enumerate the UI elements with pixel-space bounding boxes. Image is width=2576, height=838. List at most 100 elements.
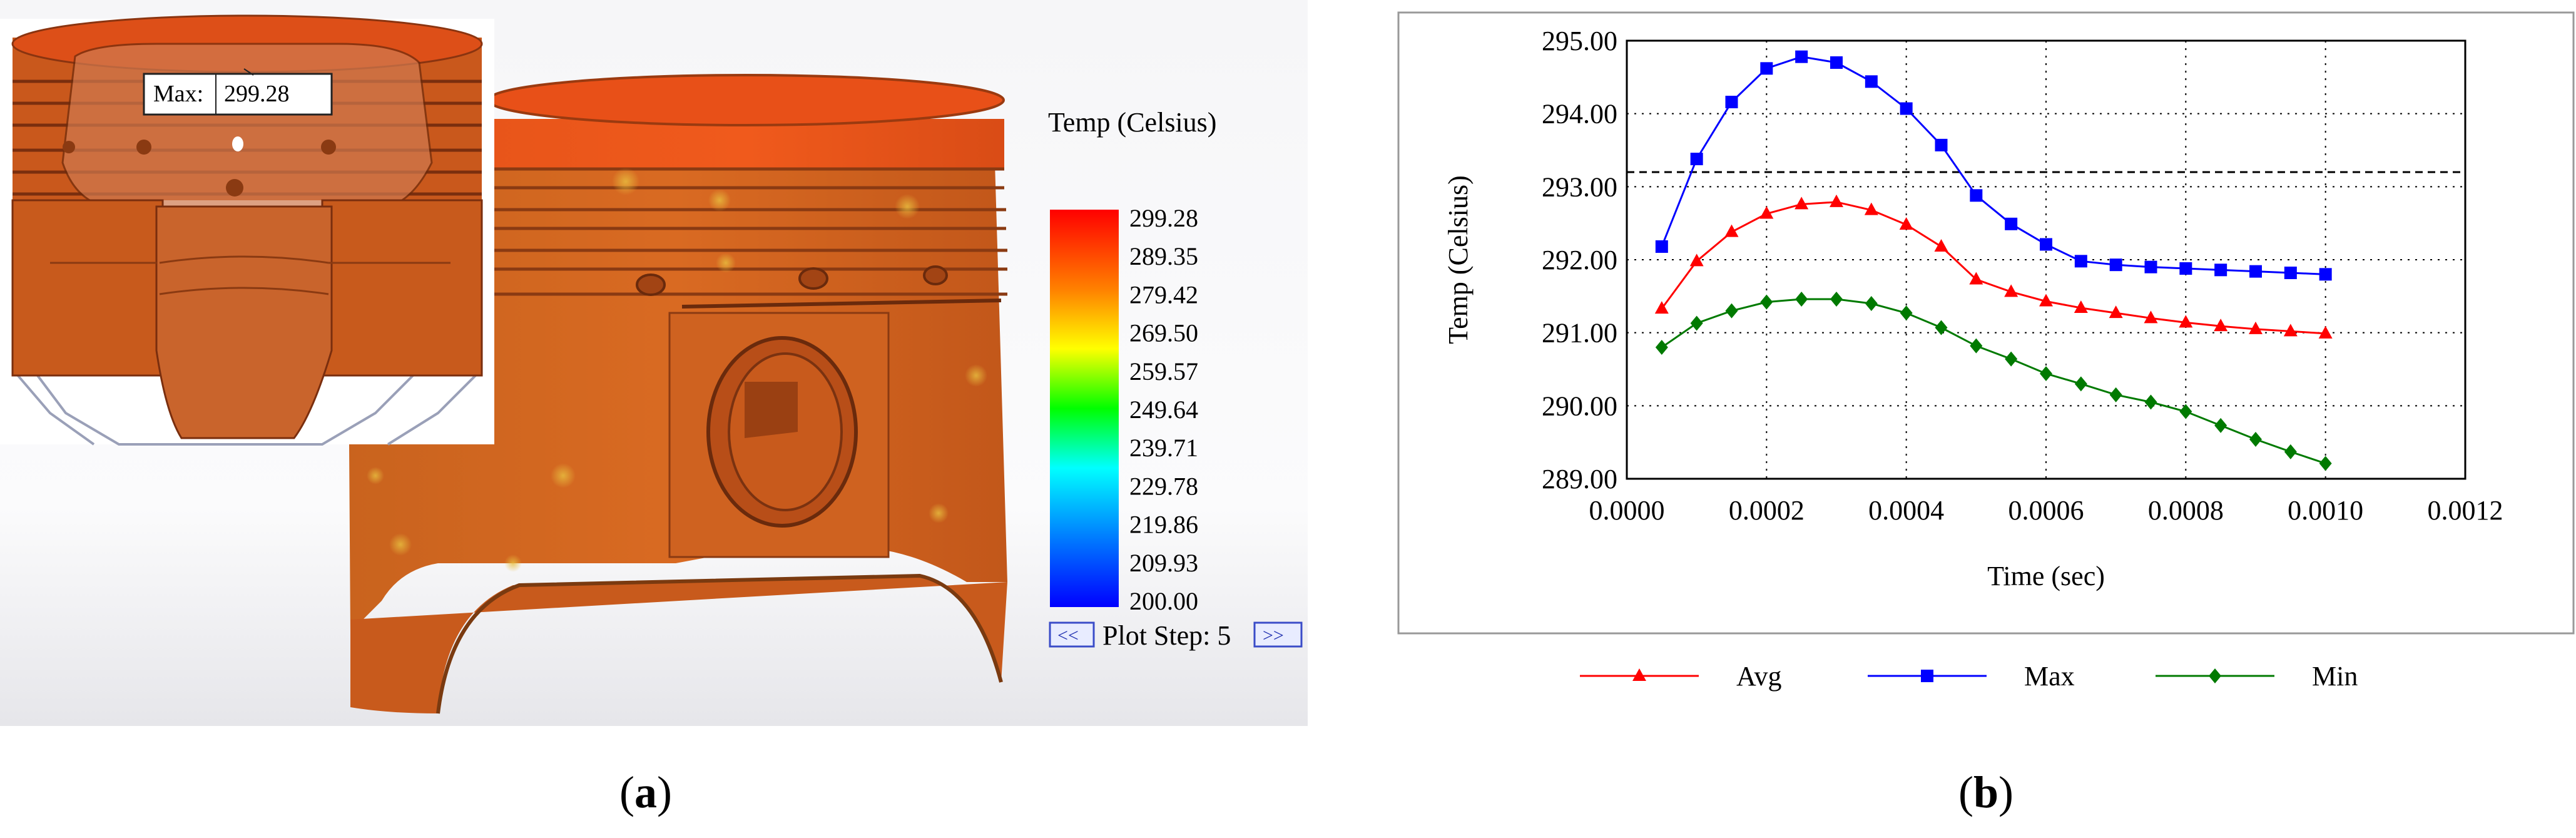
data-point-max <box>1900 102 1913 115</box>
chart-svg: 289.00 290.00 291.00 292.00 293.00 294.00 295.… <box>1397 11 2575 692</box>
legend-tick-label: 219.86 <box>1129 511 1198 539</box>
y-tick-label: 290.00 <box>1542 391 1617 421</box>
x-tick-label: 0.0004 <box>1868 495 1944 526</box>
legend-label-min: Min <box>2312 661 2358 692</box>
data-point-max <box>2005 217 2018 230</box>
temperature-line-chart: 289.00 290.00 291.00 292.00 293.00 294.00 295.… <box>1377 0 2576 726</box>
data-point-max <box>2284 267 2297 279</box>
x-tick-label: 0.0008 <box>2148 495 2224 526</box>
data-point-min <box>1865 296 1878 311</box>
max-probe-value: 299.28 <box>224 81 290 107</box>
temperature-legend: Temp (Celsius) 299.28 289.35 279.42 269.50 2… <box>1048 107 1303 651</box>
legend-marker-max <box>1921 670 1933 682</box>
color-scale-bar <box>1050 210 1119 607</box>
plot-step-label: Plot Step: 5 <box>1102 620 1231 651</box>
y-tick-label: 289.00 <box>1542 464 1617 494</box>
data-point-max <box>2179 262 2192 275</box>
data-point-min <box>1970 338 1983 354</box>
data-point-avg <box>1654 301 1669 314</box>
caption-b-letter: b <box>1973 767 1999 817</box>
data-point-max <box>1795 50 1808 63</box>
max-probe-label: Max: <box>153 81 203 107</box>
legend-tick-label: 229.78 <box>1129 472 1198 500</box>
data-point-avg <box>1689 253 1704 267</box>
y-tick-label: 293.00 <box>1542 171 1617 202</box>
legend-tick-label: 269.50 <box>1129 319 1198 347</box>
series-line-avg <box>1661 201 2326 335</box>
data-point-min <box>1830 292 1843 307</box>
thermal-plot-panel: Max: 299.28 Temp (Celsius) 299.28 289.35 2… <box>0 0 1308 726</box>
data-point-min <box>2040 366 2052 381</box>
data-point-min <box>2284 444 2297 459</box>
data-point-avg <box>2144 310 2158 324</box>
data-point-max <box>2144 260 2157 273</box>
data-point-min <box>1760 294 1773 310</box>
legend-title: Temp (Celsius) <box>1048 107 1216 138</box>
y-tick-label: 291.00 <box>1542 318 1617 349</box>
data-point-min <box>2319 456 2332 471</box>
data-point-min <box>2074 376 2087 392</box>
max-probe-box <box>143 73 333 116</box>
data-point-max <box>2249 265 2262 278</box>
x-tick-label: 0.0002 <box>1729 495 1805 526</box>
piston-model <box>347 74 1007 714</box>
data-point-max <box>2074 255 2087 268</box>
next-step-label: >> <box>1263 625 1284 646</box>
piston-thermal-image: Max: 299.28 Temp (Celsius) 299.28 289.35 2… <box>0 0 1308 726</box>
data-point-avg <box>1864 202 1878 215</box>
data-point-max <box>1725 96 1738 108</box>
y-tick-label: 295.00 <box>1542 26 1617 56</box>
legend-tick-label: 299.28 <box>1129 204 1198 232</box>
data-point-avg <box>2039 294 2053 307</box>
data-point-avg <box>1969 272 1983 285</box>
data-point-avg <box>1934 239 1948 252</box>
data-point-max <box>1865 75 1878 88</box>
data-point-avg <box>1759 206 1774 219</box>
series-max <box>1655 50 2332 281</box>
data-point-avg <box>1899 217 1913 230</box>
data-point-avg <box>1830 194 1843 207</box>
legend-marker-avg <box>1632 668 1646 681</box>
legend-tick-label: 259.57 <box>1129 357 1198 386</box>
data-point-min <box>2179 404 2192 419</box>
x-axis-label: Time (sec) <box>1987 561 2105 591</box>
legend-tick-label: 209.93 <box>1129 549 1198 577</box>
series-avg <box>1654 194 2333 339</box>
legend-marker-min <box>2209 668 2221 683</box>
data-point-max <box>2109 258 2122 272</box>
legend-tick-label: 249.64 <box>1129 396 1198 424</box>
prev-step-button[interactable] <box>1049 621 1095 648</box>
y-tick-label: 292.00 <box>1542 245 1617 275</box>
chart-legend: Avg Max Min <box>1580 661 2358 692</box>
plot-step-controls: << Plot Step: 5 >> <box>1049 620 1303 651</box>
legend-tick-label: 279.42 <box>1129 280 1198 309</box>
data-point-min <box>2249 432 2262 447</box>
y-axis-label: Temp (Celsius) <box>1443 175 1474 344</box>
data-point-max <box>2214 263 2227 277</box>
legend-label-avg: Avg <box>1736 661 1782 692</box>
data-point-min <box>1655 340 1668 355</box>
data-point-max <box>2040 238 2052 251</box>
prev-step-label: << <box>1057 625 1079 646</box>
data-point-max <box>1760 62 1773 75</box>
x-tick-label: 0.0000 <box>1589 495 1665 526</box>
caption-b: (b) <box>1958 767 2014 817</box>
data-point-min <box>1725 303 1738 319</box>
data-point-max <box>1935 138 1948 151</box>
chart-frame <box>1397 11 2575 635</box>
caption-a: (a) <box>619 767 672 817</box>
data-point-min <box>1900 305 1913 321</box>
series-min <box>1655 292 2332 471</box>
next-step-button[interactable] <box>1253 621 1303 648</box>
data-point-min <box>2144 394 2157 410</box>
caption-a-letter: a <box>634 767 657 817</box>
legend-label-max: Max <box>2024 661 2075 692</box>
data-point-avg <box>1724 224 1739 237</box>
data-point-min <box>2005 351 2018 367</box>
inset-section-view: Max: 299.28 <box>0 14 494 446</box>
legend-tick-label: 239.71 <box>1129 434 1198 462</box>
data-point-avg <box>2214 319 2228 332</box>
data-point-avg <box>2074 300 2088 313</box>
data-point-min <box>1795 292 1808 307</box>
data-point-avg <box>2283 324 2298 337</box>
